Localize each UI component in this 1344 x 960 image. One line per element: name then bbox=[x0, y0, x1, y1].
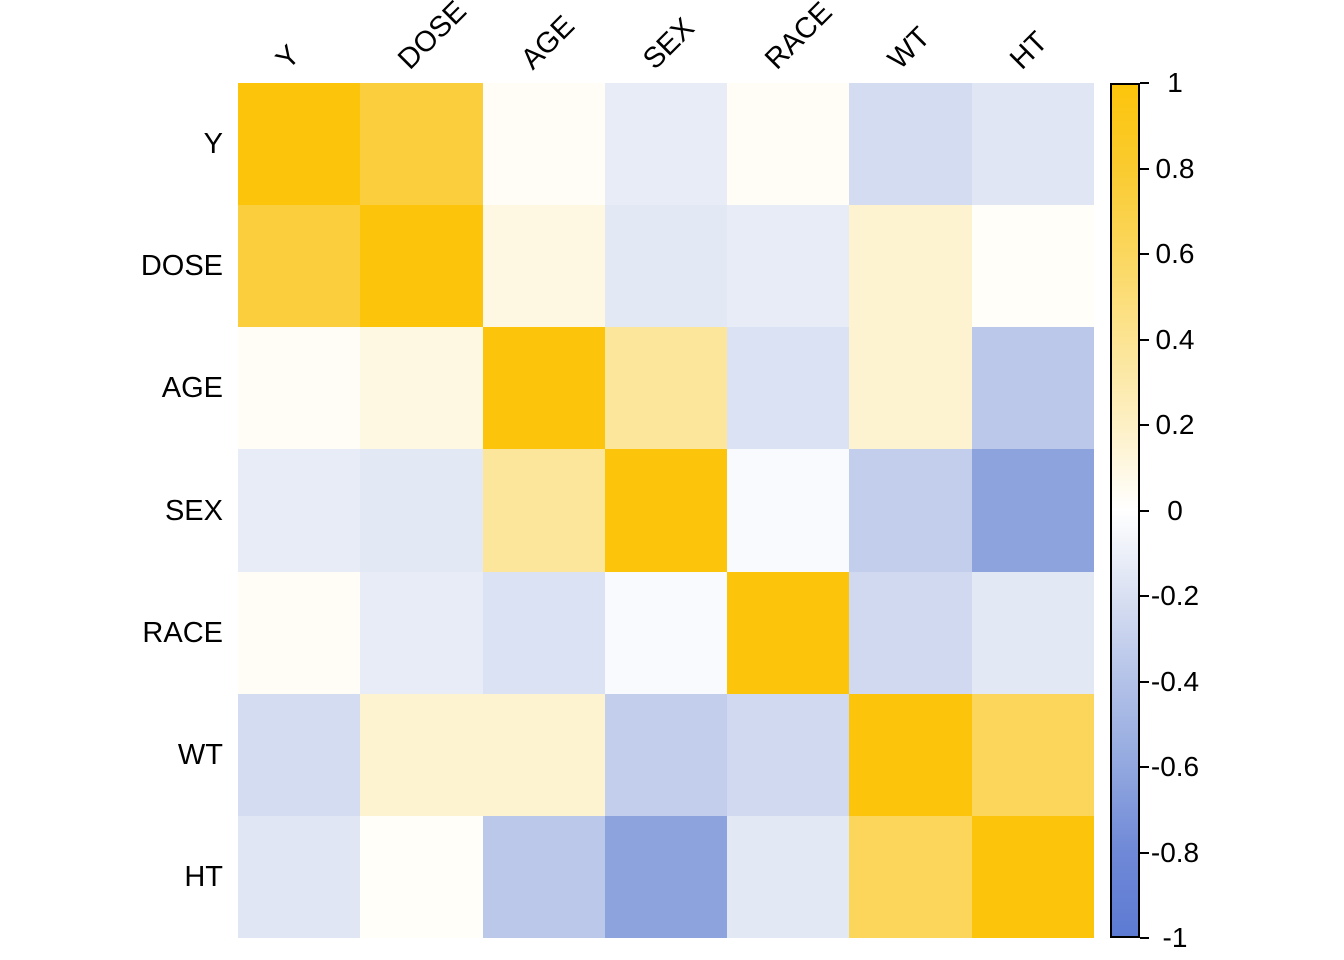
row-label-age: AGE bbox=[161, 372, 223, 404]
row-label-race: RACE bbox=[142, 617, 223, 649]
heatmap-cell-dose-sex bbox=[604, 205, 728, 328]
colorbar-tick-mark bbox=[1140, 82, 1149, 84]
column-label-ht: HT bbox=[1004, 25, 1055, 76]
colorbar-tick-label: -0.6 bbox=[1150, 751, 1200, 782]
heatmap-cell-ht-sex bbox=[604, 815, 728, 938]
heatmap-cell-wt-ht bbox=[971, 693, 1094, 816]
heatmap-cell-age-y bbox=[238, 327, 361, 450]
colorbar-tick-mark bbox=[1140, 681, 1149, 683]
colorbar-tick-mark bbox=[1140, 510, 1149, 512]
heatmap-cell-y-dose bbox=[360, 83, 483, 206]
heatmap-cell-race-ht bbox=[971, 571, 1094, 694]
heatmap-cell-age-age bbox=[482, 327, 605, 450]
heatmap-cell-dose-wt bbox=[849, 205, 972, 328]
heatmap-cell-dose-race bbox=[727, 205, 850, 328]
heatmap-cell-sex-ht bbox=[971, 449, 1094, 572]
colorbar-tick-mark bbox=[1140, 339, 1149, 341]
heatmap-cell-ht-ht bbox=[971, 815, 1094, 938]
colorbar-tick-mark bbox=[1140, 253, 1149, 255]
heatmap-cell-race-race bbox=[727, 571, 850, 694]
row-label-wt: WT bbox=[177, 739, 223, 771]
colorbar-gradient bbox=[1110, 83, 1140, 938]
colorbar-tick-mark bbox=[1140, 852, 1149, 854]
row-label-y: Y bbox=[203, 128, 223, 160]
colorbar-tick-label: 0.8 bbox=[1155, 153, 1195, 184]
heatmap-cell-y-race bbox=[727, 83, 850, 206]
heatmap-cell-race-sex bbox=[604, 571, 728, 694]
heatmap-cell-dose-y bbox=[238, 205, 361, 328]
heatmap-cell-age-race bbox=[727, 327, 850, 450]
colorbar-tick-label: 0.4 bbox=[1155, 324, 1195, 355]
colorbar-tick-label: 1 bbox=[1167, 67, 1183, 98]
column-label-age: AGE bbox=[515, 9, 582, 76]
heatmap-cell-wt-race bbox=[727, 693, 850, 816]
heatmap-cell-wt-dose bbox=[360, 693, 483, 816]
heatmap-cell-y-ht bbox=[971, 83, 1094, 206]
colorbar-tick-mark bbox=[1140, 937, 1149, 939]
column-label-y: Y bbox=[270, 39, 307, 76]
heatmap-cell-age-sex bbox=[604, 327, 728, 450]
colorbar-tick-label: -0.2 bbox=[1150, 580, 1200, 611]
heatmap-cell-wt-wt bbox=[849, 693, 972, 816]
colorbar-tick-label: -1 bbox=[1162, 922, 1188, 953]
column-label-sex: SEX bbox=[637, 12, 701, 76]
row-label-sex: SEX bbox=[164, 495, 223, 527]
heatmap-cell-ht-dose bbox=[360, 815, 483, 938]
colorbar-tick-label: -0.8 bbox=[1150, 837, 1200, 868]
heatmap-cell-ht-age bbox=[482, 815, 605, 938]
heatmap-cell-ht-y bbox=[238, 815, 361, 938]
heatmap-grid bbox=[238, 83, 1094, 938]
heatmap-cell-dose-ht bbox=[971, 205, 1094, 328]
row-label-dose: DOSE bbox=[140, 250, 223, 282]
heatmap-cell-wt-sex bbox=[604, 693, 728, 816]
heatmap-cell-y-wt bbox=[849, 83, 972, 206]
heatmap-cell-age-dose bbox=[360, 327, 483, 450]
heatmap-cell-ht-wt bbox=[849, 815, 972, 938]
heatmap-cell-race-wt bbox=[849, 571, 972, 694]
heatmap-cell-sex-y bbox=[238, 449, 361, 572]
heatmap-cell-sex-race bbox=[727, 449, 850, 572]
heatmap-cell-age-ht bbox=[971, 327, 1094, 450]
heatmap-cell-race-dose bbox=[360, 571, 483, 694]
heatmap-cell-race-age bbox=[482, 571, 605, 694]
heatmap-cell-dose-dose bbox=[360, 205, 483, 328]
row-label-ht: HT bbox=[184, 861, 223, 893]
heatmap-cell-sex-dose bbox=[360, 449, 483, 572]
colorbar-tick-label: -0.4 bbox=[1150, 666, 1200, 697]
colorbar-tick-label: 0.6 bbox=[1155, 238, 1195, 269]
heatmap-cell-y-age bbox=[482, 83, 605, 206]
heatmap-cell-wt-age bbox=[482, 693, 605, 816]
column-label-race: RACE bbox=[759, 0, 839, 76]
colorbar-tick-mark bbox=[1140, 424, 1149, 426]
heatmap-cell-y-sex bbox=[604, 83, 728, 206]
heatmap-cell-dose-age bbox=[482, 205, 605, 328]
heatmap-cell-sex-wt bbox=[849, 449, 972, 572]
heatmap-cell-sex-sex bbox=[604, 449, 728, 572]
heatmap-cell-race-y bbox=[238, 571, 361, 694]
heatmap-cell-age-wt bbox=[849, 327, 972, 450]
colorbar-tick-mark bbox=[1140, 595, 1149, 597]
heatmap-cell-y-y bbox=[238, 83, 361, 206]
column-label-wt: WT bbox=[882, 21, 937, 76]
colorbar-tick-mark bbox=[1140, 168, 1149, 170]
column-label-dose: DOSE bbox=[392, 0, 473, 76]
heatmap-cell-ht-race bbox=[727, 815, 850, 938]
colorbar-tick-label: 0.2 bbox=[1155, 409, 1195, 440]
heatmap-cell-wt-y bbox=[238, 693, 361, 816]
heatmap-cell-sex-age bbox=[482, 449, 605, 572]
colorbar-tick-mark bbox=[1140, 766, 1149, 768]
colorbar-tick-label: 0 bbox=[1167, 495, 1183, 526]
